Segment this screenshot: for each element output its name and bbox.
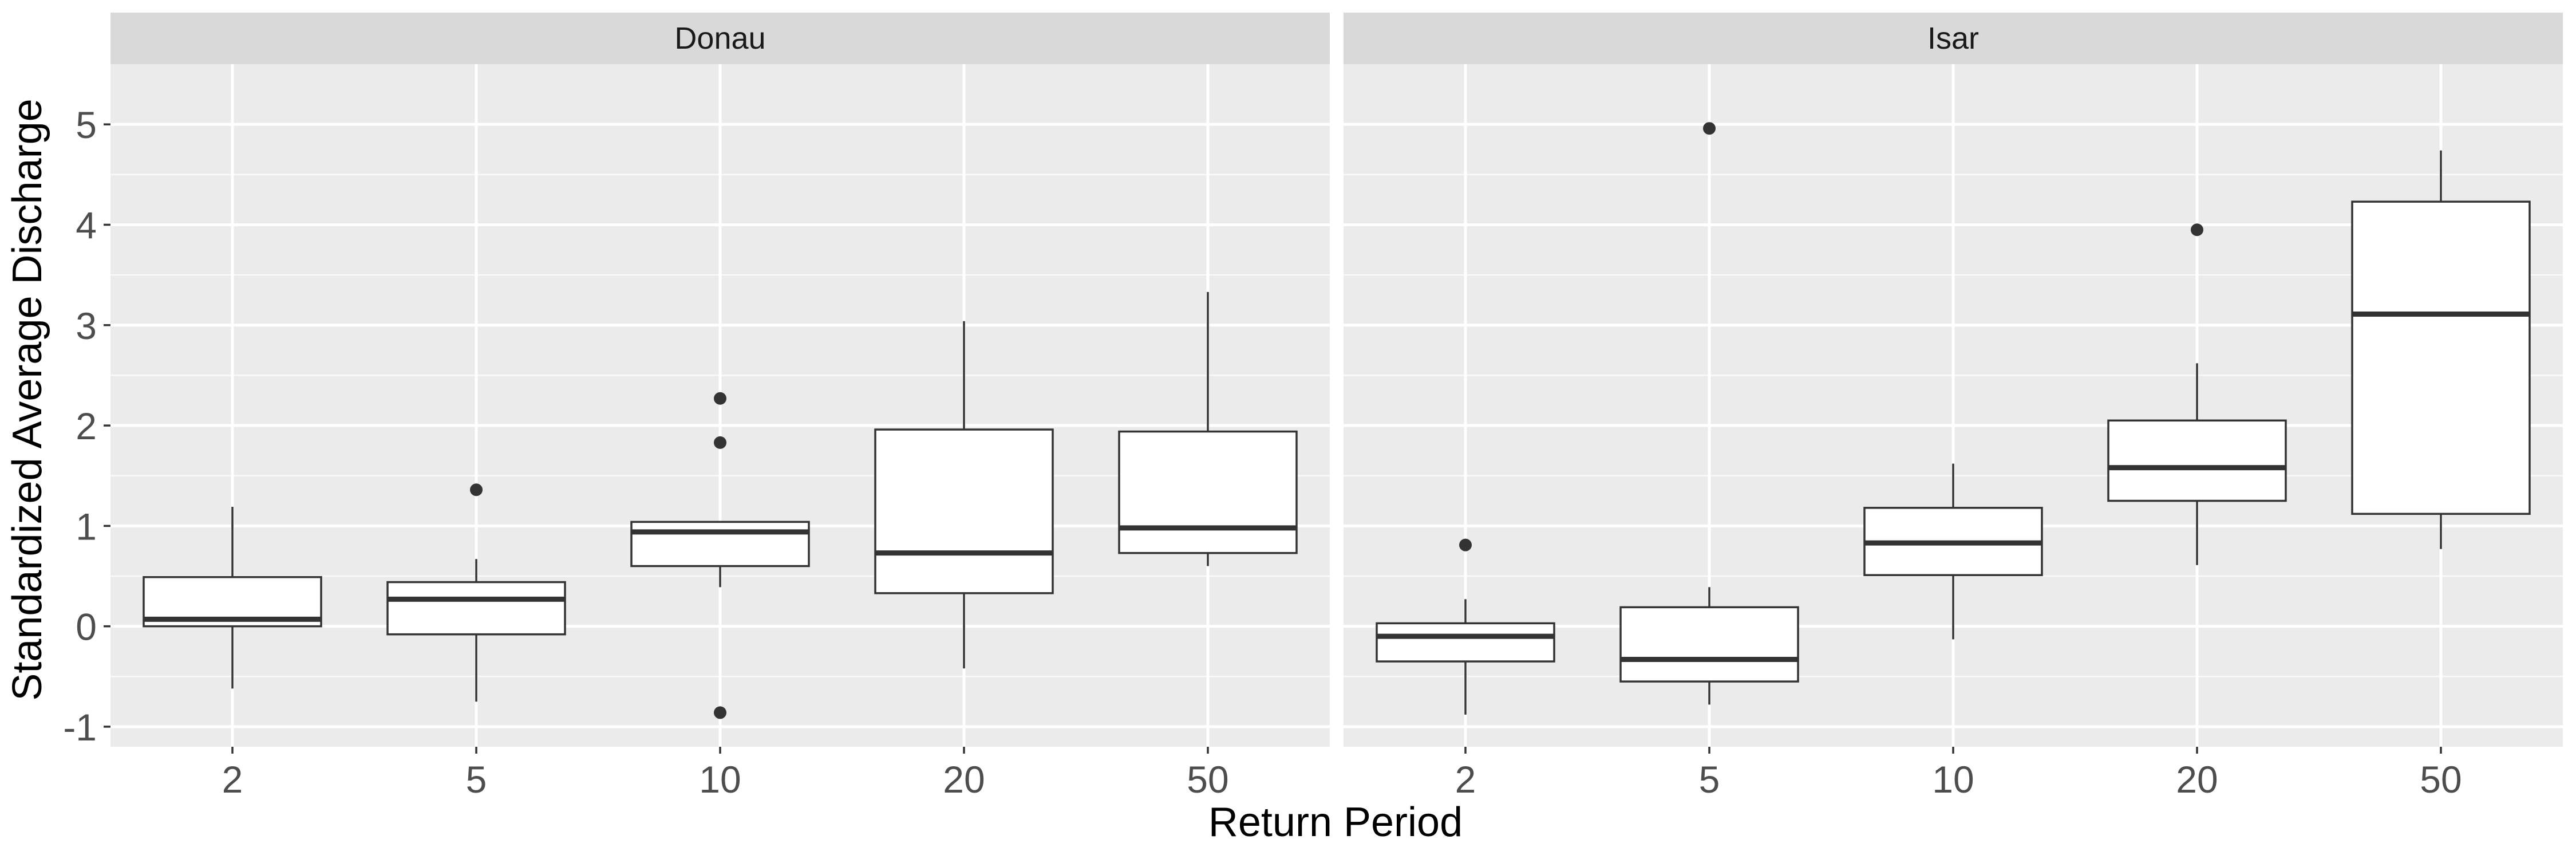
x-tick-label: 2	[222, 758, 243, 801]
box-20	[2107, 223, 2287, 565]
y-tick-label: 2	[76, 405, 97, 447]
facet-panel-isar: Isar 2 5 10 20 50	[1344, 13, 2563, 801]
outlier-point	[1459, 538, 1472, 551]
y-tick-label: -1	[63, 706, 97, 748]
outlier-point	[714, 436, 726, 449]
y-tick-label: 1	[76, 505, 97, 547]
x-tick-label: 50	[1187, 758, 1228, 801]
box-iqr	[2107, 419, 2287, 502]
box-iqr	[874, 428, 1054, 594]
box-5	[1619, 122, 1799, 705]
box-iqr	[1118, 430, 1298, 554]
box-2	[1376, 538, 1555, 715]
outlier-point	[714, 392, 726, 405]
x-tick-label: 10	[699, 758, 741, 801]
box-iqr	[386, 581, 566, 636]
x-tick-label: 20	[2176, 758, 2218, 801]
x-axis: 2 5 10 20 50	[1455, 747, 2462, 801]
outlier-point	[714, 706, 726, 719]
y-axis: -1 0 1 2 3 4 5	[63, 104, 110, 748]
box-iqr	[1376, 622, 1555, 663]
box-20	[874, 321, 1054, 669]
x-tick-label: 5	[1699, 758, 1720, 801]
box-2	[143, 507, 322, 689]
x-tick-label: 20	[943, 758, 985, 801]
facet-panel-donau: Donau 2 5 10 20 50	[110, 13, 1330, 801]
box-50	[2351, 150, 2531, 549]
y-tick-label: 3	[76, 305, 97, 347]
facet-strip-label: Isar	[1927, 21, 1979, 56]
x-tick-label: 2	[1455, 758, 1476, 801]
box-iqr	[630, 521, 810, 568]
box-10	[630, 392, 810, 719]
facet-strip	[1344, 13, 2563, 64]
y-tick-label: 5	[76, 104, 97, 146]
box-5	[386, 483, 566, 702]
x-tick-label: 50	[2420, 758, 2462, 801]
x-axis-title: Return Period	[1208, 799, 1463, 845]
y-axis-title: Standardized Average Discharge	[5, 98, 50, 700]
x-tick-label: 5	[466, 758, 487, 801]
box-10	[1863, 463, 2043, 640]
outlier-point	[2191, 223, 2203, 237]
box-iqr	[1619, 606, 1799, 683]
x-axis: 2 5 10 20 50	[222, 747, 1229, 801]
outlier-point	[470, 483, 483, 497]
x-tick-label: 10	[1932, 758, 1974, 801]
box-iqr	[2351, 200, 2531, 515]
facet-strip-label: Donau	[674, 21, 765, 56]
box-50	[1118, 291, 1298, 566]
outlier-point	[1703, 122, 1716, 135]
y-tick-label: 4	[76, 204, 97, 246]
y-tick-label: 0	[76, 606, 97, 648]
facet-panels: Donau 2 5 10 20 50 Isar 2 5 10 20 50	[110, 13, 2563, 801]
facet-strip	[110, 13, 1330, 64]
